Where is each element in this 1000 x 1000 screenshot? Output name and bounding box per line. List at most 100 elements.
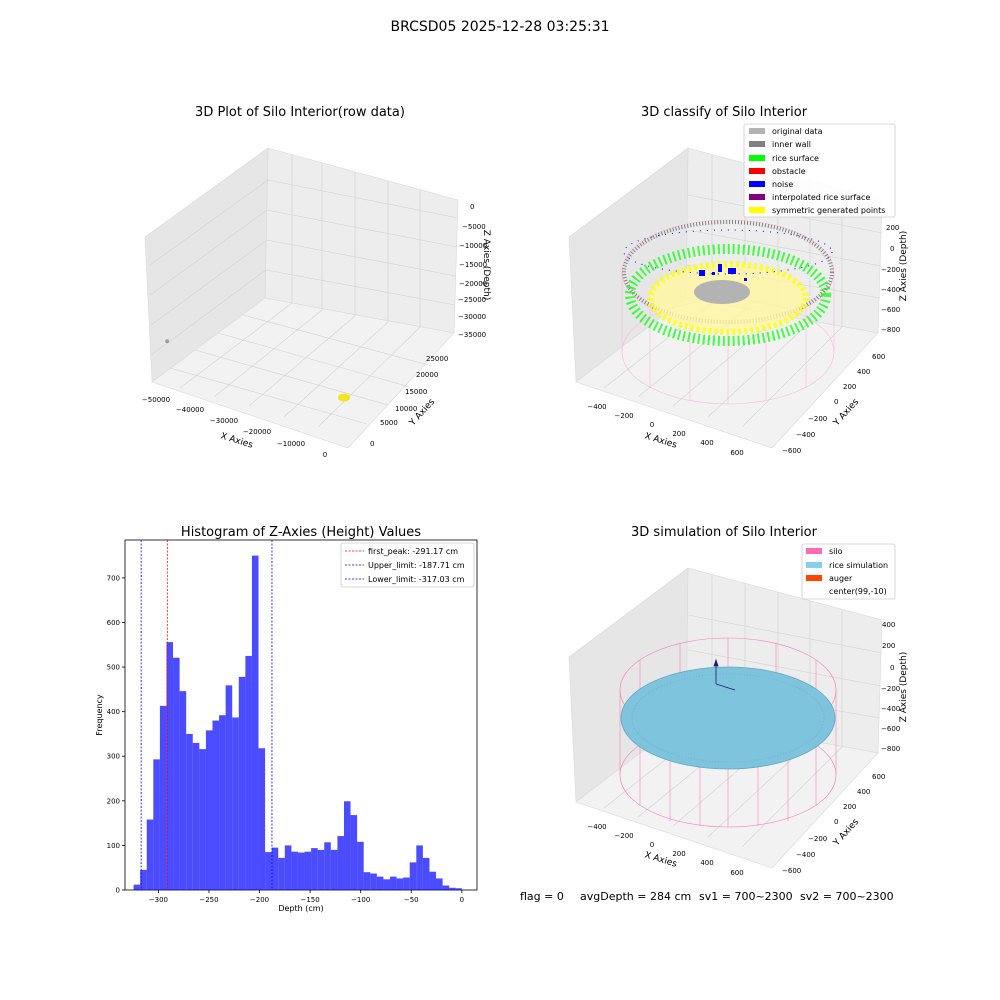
classify-legend-frame [743,123,896,218]
sim-x-tick: 200 [672,850,685,858]
classify-y-tick: −400 [796,431,815,439]
hist-bar [219,715,226,890]
hist-x-label: Depth (cm) [278,904,323,913]
hist-bar [179,691,187,890]
hist-legend: first_peak: -291.17 cm Upper_limit: -187… [340,542,475,588]
hist-bar [238,676,246,890]
classify-z-tick: −600 [881,306,900,314]
sim-x-tick: 400 [700,859,713,867]
hist-y-tick-label: 600 [107,619,120,627]
sim-y-tick: 600 [872,773,885,781]
raw-x-tick: −50000 [142,396,170,404]
hist-bar [317,849,325,890]
hist-y-tick-label: 100 [107,842,120,850]
raw-x-tick: −30000 [210,417,238,425]
hist-bar [212,720,220,890]
legend-label-interpolated: interpolated rice surface [772,193,870,202]
sim-z-tick: −800 [881,745,900,753]
hist-bar [159,705,167,890]
sim-z-tick: 400 [882,621,895,629]
hist-y-tick-label: 400 [107,708,120,716]
sim-y-tick: −400 [796,851,815,859]
raw-y-tick: 20000 [416,371,438,379]
classify-x-tick: −400 [587,403,606,411]
hist-bar [258,748,266,890]
hist-bar [383,879,391,890]
raw-x-ticks: −50000 −40000 −30000 −20000 −10000 0 [142,396,327,459]
raw-y-tick: 5000 [380,419,398,427]
raw-gridlines [149,155,459,428]
raw-z-tick: −35000 [458,331,486,339]
sim-title: 3D simulation of Silo Interior [631,525,818,540]
legend-swatch-obstacle [749,168,765,174]
hist-bar [192,742,200,890]
hist-bar [409,862,417,890]
hist-bar [363,872,371,890]
sim-z-label: Z Axies (Depth) [899,652,909,723]
original-data-cloud [694,280,750,304]
raw-z-tick: 0 [470,203,474,211]
hist-bar [396,878,404,890]
legend-label-lower-limit: Lower_limit: -317.03 cm [368,575,465,584]
hist-y-tick-label: 200 [107,797,120,805]
sim-legend-frame [801,543,896,600]
classify-z-ticks: 200 0 −200 −400 −600 −800 [881,224,900,334]
sim-y-tick: 400 [857,788,870,796]
classify-y-tick: 400 [857,368,870,376]
sim-x-ticks: −400 −200 0 200 400 600 [587,823,743,877]
status-flag: flag = 0 [520,890,564,903]
legend-label-obstacle: obstacle [772,167,806,176]
raw-x-tick: −10000 [277,440,305,448]
classify-legend: original data inner wall rice surface ob… [743,123,896,218]
hist-bar [153,759,160,890]
hist-bar [284,845,292,890]
legend-label-upper-limit: Upper_limit: -187.71 cm [368,561,465,570]
hist-bar [449,887,456,890]
hist-bar [416,845,423,890]
rice-surface-mesh [631,673,825,763]
hist-x-ticks: −300 −250 −200 −150 −100 −50 0 [149,890,464,904]
raw-z-label: Z Axies (Depth) [481,230,491,301]
classify-y-ticks: −600 −400 −200 0 200 400 600 [782,353,885,455]
classify-z-tick: −800 [881,326,900,334]
hist-bar [166,642,174,890]
raw-y-tick: 0 [370,440,374,448]
raw-z-tick: −20000 [459,280,487,288]
classify-x-tick: 400 [700,439,713,447]
hist-title: Histogram of Z-Axies (Height) Values [181,525,421,540]
classify-y-tick: 200 [843,383,856,391]
hist-bar [324,842,331,890]
classify-z-tick: 0 [890,245,894,253]
raw-x-tick: −40000 [176,406,204,414]
hist-bar [357,841,364,890]
legend-swatch-inner-wall [749,141,765,147]
sim-z-tick: −400 [881,705,900,713]
raw-point [165,339,170,344]
legend-swatch-original-data [749,128,765,134]
raw-x-tick: 0 [323,451,327,459]
panel-simulation: 3D simulation of Silo Interior [568,525,909,877]
hist-bar [429,871,437,890]
hist-bar [297,852,305,890]
raw-axes-box [144,147,459,449]
hist-bar [376,876,384,890]
hist-y-ticks: 0 100 200 300 400 500 600 700 [107,574,125,895]
classify-x-tick: −200 [614,412,633,420]
raw-z-tick: −25000 [458,296,486,304]
hist-x-tick-label: −100 [351,896,370,904]
sim-z-tick: 0 [890,664,894,672]
hist-legend-frame [340,542,475,588]
raw-y-tick: 15000 [405,388,427,396]
legend-swatch-symmetric [749,207,765,213]
hist-bar [173,657,180,890]
sim-y-tick: −200 [808,835,827,843]
hist-vlines [140,540,273,890]
classify-z-label: Z Axies (Depth) [899,231,909,302]
hist-bar [271,847,279,890]
auger-marker [713,658,736,691]
legend-swatch-interpolated [749,194,765,200]
legend-label-rice-surface: rice surface [772,154,819,163]
legend-label-silo: silo [829,547,843,556]
raw-z-tick: −10000 [459,242,487,250]
